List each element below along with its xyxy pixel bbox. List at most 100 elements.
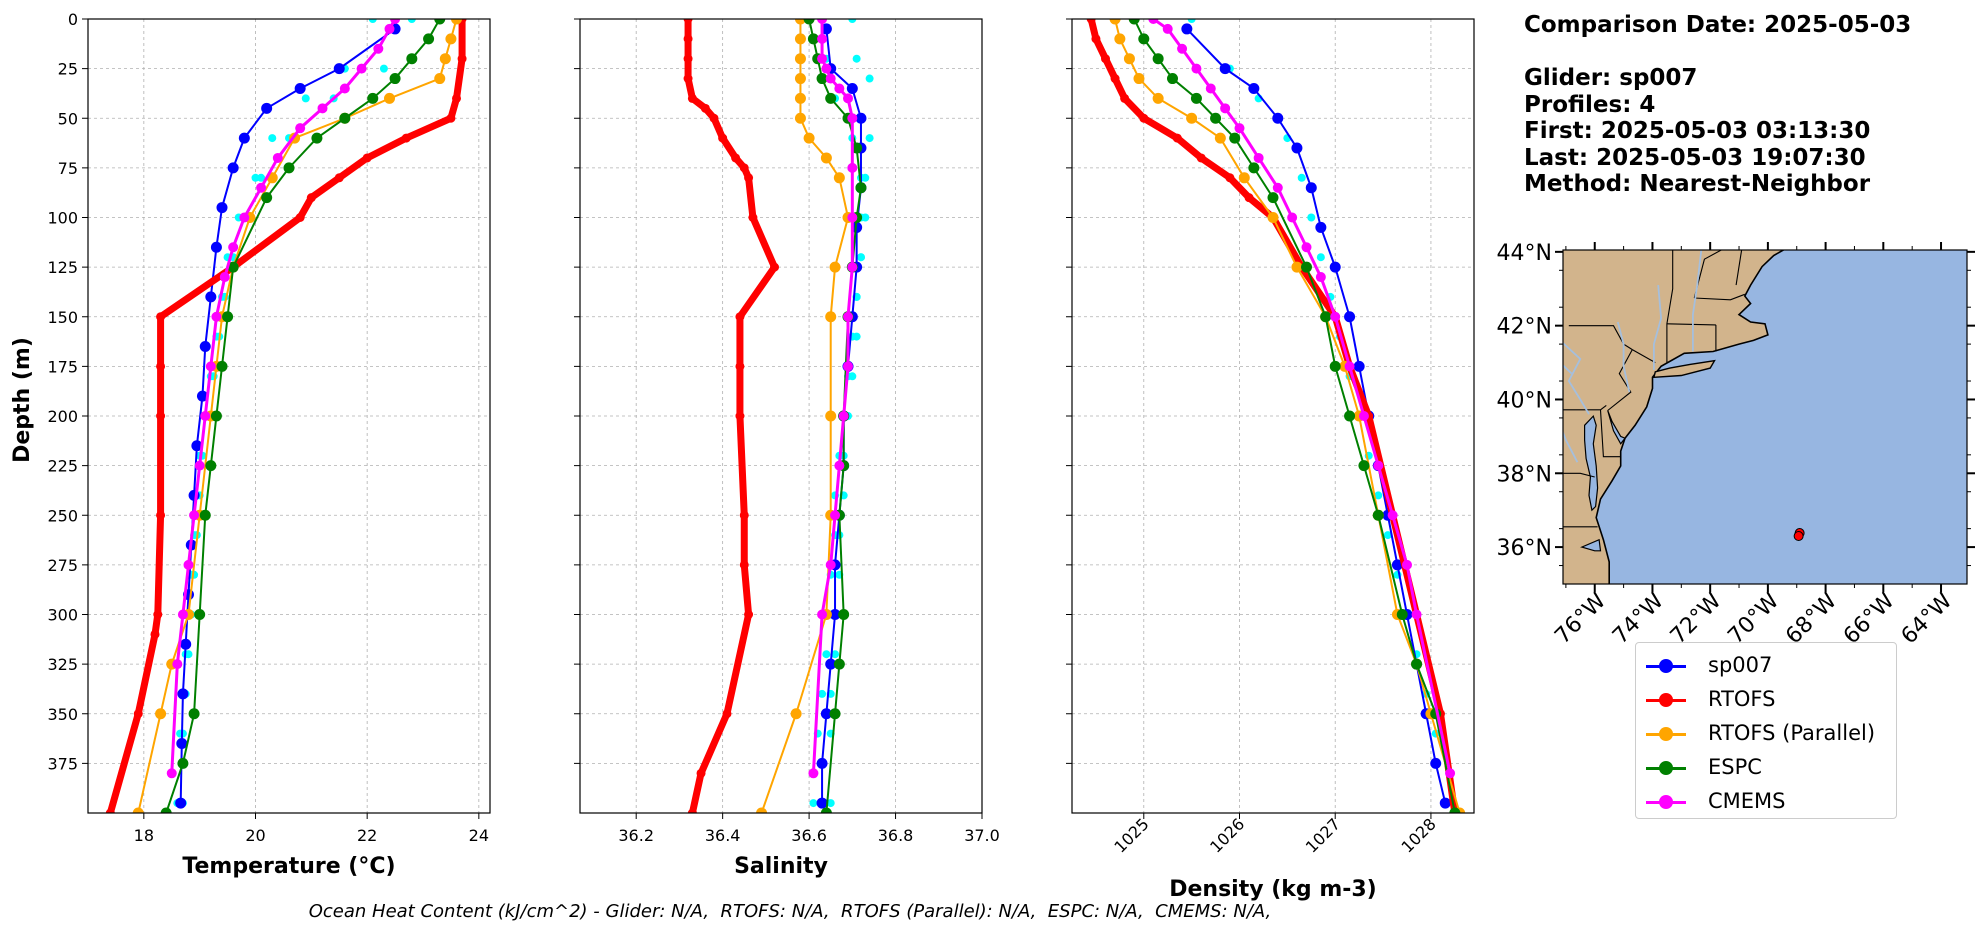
lon-label: 64°W	[1897, 588, 1958, 649]
bay	[1607, 410, 1626, 445]
legend-entry-espc: ESPC	[1636, 751, 1896, 785]
point-rtofs-parallel	[829, 261, 841, 273]
point-rtofs-parallel	[794, 92, 806, 104]
point-espc	[160, 807, 172, 813]
point-espc	[1320, 311, 1332, 323]
point-sp007	[1315, 221, 1327, 233]
point-espc	[188, 708, 200, 720]
point-rtofs-parallel	[1214, 132, 1226, 144]
y-tick-label: 75	[58, 159, 78, 178]
point-rtofs	[1172, 133, 1182, 143]
lat-label: 40°N	[1497, 388, 1552, 413]
point-rtofs-parallel	[1267, 212, 1279, 223]
point-rtofs-parallel	[439, 53, 451, 65]
y-tick-label: 100	[47, 209, 78, 228]
x-tick-label: 37.0	[964, 826, 1000, 845]
point-rtofs	[683, 54, 693, 64]
last-time: Last: 2025-05-03 19:07:30	[1524, 144, 1866, 171]
point-rtofs	[700, 103, 710, 113]
series-group	[105, 19, 467, 813]
point-cmems	[1387, 510, 1398, 521]
point-espc	[339, 112, 351, 124]
series-group	[1086, 19, 1466, 813]
legend-label: CMEMS	[1708, 789, 1786, 813]
point-rtofs	[687, 808, 697, 813]
point-rtofs-parallel	[820, 152, 832, 164]
point-rtofs	[156, 411, 166, 421]
series-line-rtofs	[684, 19, 779, 813]
point-rtofs	[1101, 54, 1110, 64]
point-rtofs-parallel	[756, 807, 768, 813]
river	[1692, 250, 1703, 352]
point-cmems	[843, 361, 853, 372]
point-rtofs	[306, 193, 316, 203]
point-rtofs	[1225, 173, 1235, 183]
point-sp007-individual-profiles	[861, 173, 870, 182]
point-cmems	[339, 83, 350, 94]
point-rtofs	[696, 768, 706, 778]
lat-label: 42°N	[1497, 315, 1552, 340]
legend-marker	[1659, 727, 1673, 741]
point-sp007	[261, 102, 273, 114]
point-cmems	[1253, 152, 1264, 163]
point-sp007-individual-profiles	[831, 650, 840, 659]
point-cmems	[1344, 361, 1355, 372]
point-rtofs-parallel	[790, 708, 802, 720]
lon-label: 74°W	[1608, 588, 1669, 649]
x-tick-label: 18	[134, 826, 154, 845]
river	[1563, 364, 1573, 375]
point-rtofs	[748, 213, 758, 222]
point-sp007-individual-profiles	[1383, 531, 1392, 540]
x-tick-label: 1028	[1398, 814, 1440, 856]
point-sp007-individual-profiles	[257, 173, 266, 182]
point-rtofs-parallel	[434, 73, 446, 85]
point-rtofs-parallel	[794, 73, 806, 85]
point-sp007-individual-profiles	[379, 64, 388, 73]
point-cmems	[194, 460, 205, 471]
point-rtofs-parallel	[451, 19, 462, 25]
point-rtofs	[1110, 74, 1120, 84]
point-sp007	[177, 688, 189, 700]
point-sp007-individual-profiles	[1374, 491, 1383, 500]
legend-label: RTOFS (Parallel)	[1708, 721, 1876, 745]
point-sp007	[210, 241, 222, 253]
map-frame	[1562, 249, 1968, 585]
point-sp007	[1344, 311, 1356, 323]
point-cmems	[1148, 19, 1159, 24]
lon-label: 72°W	[1666, 588, 1727, 649]
lat-label: 36°N	[1497, 536, 1552, 561]
point-sp007	[820, 708, 832, 720]
state-border	[1599, 409, 1621, 458]
point-rtofs	[153, 610, 163, 619]
x-tick-label: 36.2	[618, 826, 654, 845]
glider-marker	[1793, 531, 1804, 542]
legend: sp007 RTOFS RTOFS (Parallel) ESPC CMEMS	[1635, 642, 1897, 819]
point-cmems	[272, 152, 283, 163]
point-rtofs-parallel	[1133, 73, 1145, 85]
point-cmems	[172, 659, 183, 670]
point-rtofs	[1139, 113, 1149, 123]
point-cmems	[177, 609, 188, 620]
point-cmems	[295, 123, 306, 134]
y-tick-label: 150	[47, 308, 78, 327]
point-cmems	[1220, 103, 1231, 114]
x-tick-label: 22	[357, 826, 377, 845]
point-espc	[851, 142, 863, 154]
point-rtofs-parallel	[1109, 19, 1121, 25]
point-cmems	[1162, 23, 1173, 34]
point-sp007-individual-profiles	[822, 650, 831, 659]
point-cmems	[808, 768, 819, 779]
point-rtofs	[401, 133, 411, 143]
point-espc	[1301, 261, 1312, 273]
point-cmems	[817, 33, 828, 44]
point-sp007	[238, 132, 250, 144]
y-tick-label: 300	[47, 606, 78, 625]
point-sp007	[846, 82, 858, 94]
point-espc	[1329, 360, 1341, 372]
point-rtofs	[735, 361, 745, 371]
point-sp007	[816, 757, 828, 769]
point-rtofs	[739, 163, 749, 173]
comparison-date: Comparison Date: 2025-05-03	[1524, 12, 1912, 38]
point-espc	[1344, 410, 1356, 422]
point-sp007	[1248, 82, 1260, 94]
